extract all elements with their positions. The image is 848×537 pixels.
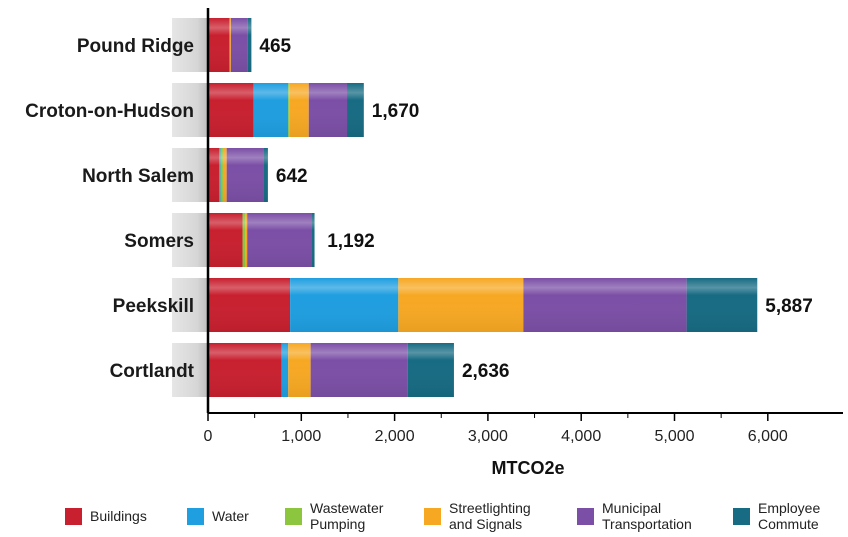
x-tick-label: 5,000: [654, 428, 694, 445]
legend-label: Streetlighting and Signals: [449, 500, 531, 532]
total-label-peekskill: 5,887: [765, 296, 813, 317]
legend-label: Employee Commute: [758, 500, 821, 532]
total-label-croton-on-hudson: 1,670: [372, 101, 420, 122]
legend-swatch: [285, 507, 302, 525]
category-label-peekskill: Peekskill: [113, 296, 194, 317]
legend-label: Water: [212, 508, 249, 524]
category-label-north-salem: North Salem: [82, 166, 194, 187]
total-label-somers: 1,192: [327, 231, 375, 252]
category-label-somers: Somers: [124, 231, 194, 252]
total-label-north-salem: 642: [276, 166, 308, 187]
legend-item-streetlighting-and-signals: Streetlighting and Signals: [424, 496, 531, 536]
x-tick-label: 2,000: [375, 428, 415, 445]
legend-swatch: [424, 507, 441, 525]
stacked-bar-chart: Pound Ridge Croton-on-Hudson North Salem So…: [25, 8, 843, 478]
row-band-somers: [172, 213, 208, 267]
legend-swatch: [65, 507, 82, 525]
x-axis-title: MTCO2e: [491, 458, 564, 478]
x-tick-label: 1,000: [281, 428, 321, 445]
category-label-pound-ridge: Pound Ridge: [77, 36, 194, 57]
legend-label: Wastewater Pumping: [310, 500, 384, 532]
row-band-pound-ridge: [172, 18, 208, 72]
legend-swatch: [733, 507, 750, 525]
legend-item-municipal-transportation: Municipal Transportation: [577, 496, 692, 536]
x-tick-label: 3,000: [468, 428, 508, 445]
legend-item-wastewater-pumping: Wastewater Pumping: [285, 496, 383, 536]
legend-item-employee-commute: Employee Commute: [733, 496, 820, 536]
bar-highlight-croton-on-hudson: [208, 83, 364, 137]
x-tick-label: 6,000: [748, 428, 788, 445]
bar-highlight-north-salem: [208, 148, 268, 202]
bar-highlight-cortlandt: [208, 343, 454, 397]
bar-highlight-pound-ridge: [208, 18, 252, 72]
bar-highlight-somers: [208, 213, 315, 267]
bar-highlight-peekskill: [208, 278, 758, 332]
legend-label: Municipal Transportation: [602, 500, 692, 532]
x-tick-label: 4,000: [561, 428, 601, 445]
legend: Buildings Water Wastewater Pumping Streetli…: [0, 496, 848, 536]
legend-item-water: Water: [187, 496, 249, 536]
total-label-cortlandt: 2,636: [462, 361, 510, 382]
total-label-pound-ridge: 465: [259, 36, 291, 57]
category-label-cortlandt: Cortlandt: [110, 361, 195, 382]
row-band-croton-on-hudson: [172, 83, 208, 137]
legend-label: Buildings: [90, 508, 147, 524]
category-label-croton-on-hudson: Croton-on-Hudson: [25, 101, 194, 122]
row-band-north-salem: [172, 148, 208, 202]
row-band-cortlandt: [172, 343, 208, 397]
row-band-peekskill: [172, 278, 208, 332]
legend-item-buildings: Buildings: [65, 496, 147, 536]
x-tick-label: 0: [204, 428, 213, 445]
legend-swatch: [187, 507, 204, 525]
legend-swatch: [577, 507, 594, 525]
